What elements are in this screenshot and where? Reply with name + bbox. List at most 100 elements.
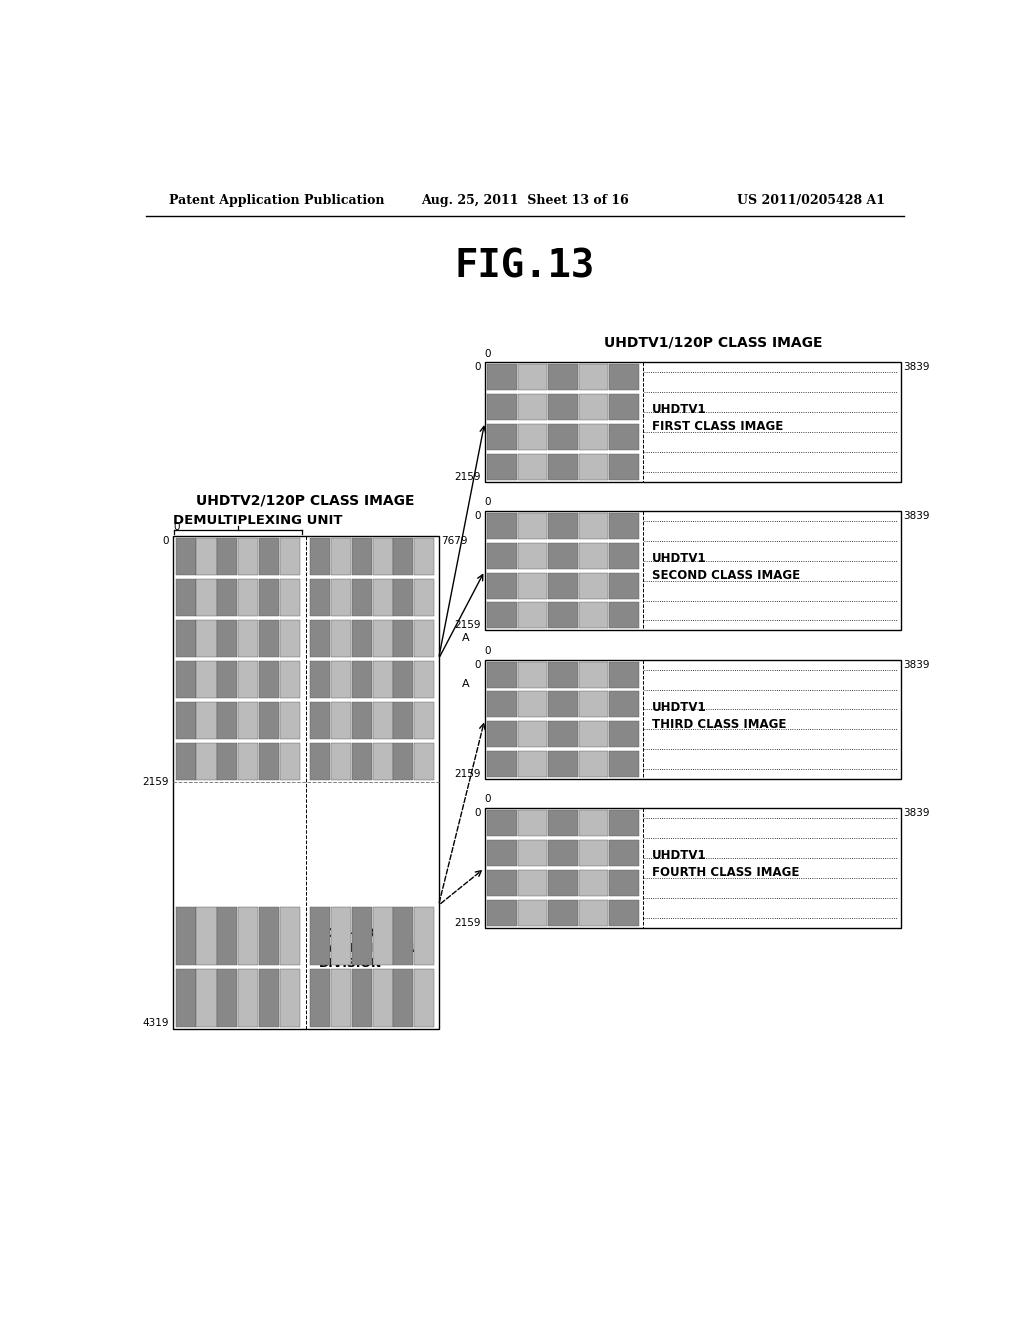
Bar bbox=[518, 395, 548, 420]
Bar bbox=[548, 721, 578, 747]
Text: 4319: 4319 bbox=[142, 1019, 169, 1028]
Text: 3839: 3839 bbox=[903, 808, 930, 818]
Bar bbox=[175, 619, 196, 657]
Bar bbox=[518, 364, 548, 391]
Bar bbox=[487, 573, 517, 599]
Bar bbox=[487, 840, 517, 866]
Bar bbox=[197, 907, 216, 965]
Bar bbox=[373, 969, 392, 1027]
Bar bbox=[310, 661, 330, 698]
Bar bbox=[197, 743, 216, 780]
Text: 2159: 2159 bbox=[455, 917, 481, 928]
Bar bbox=[579, 870, 608, 896]
Bar bbox=[351, 907, 372, 965]
Bar bbox=[280, 661, 300, 698]
Bar bbox=[487, 692, 517, 718]
Bar bbox=[393, 661, 414, 698]
Bar bbox=[609, 573, 639, 599]
Bar bbox=[310, 619, 330, 657]
Bar bbox=[393, 969, 414, 1027]
Bar bbox=[548, 840, 578, 866]
Bar bbox=[259, 702, 280, 739]
Bar bbox=[487, 602, 517, 628]
Bar bbox=[609, 513, 639, 539]
Bar bbox=[415, 537, 434, 574]
Bar bbox=[331, 969, 351, 1027]
Bar bbox=[217, 578, 238, 616]
Bar bbox=[609, 900, 639, 925]
Bar bbox=[609, 424, 639, 450]
Bar bbox=[197, 578, 216, 616]
Bar bbox=[415, 661, 434, 698]
Bar bbox=[331, 743, 351, 780]
Text: Aug. 25, 2011  Sheet 13 of 16: Aug. 25, 2011 Sheet 13 of 16 bbox=[421, 194, 629, 207]
Bar bbox=[280, 907, 300, 965]
Bar bbox=[487, 543, 517, 569]
Text: US 2011/0205428 A1: US 2011/0205428 A1 bbox=[737, 194, 885, 207]
Text: 0: 0 bbox=[173, 521, 179, 532]
Bar bbox=[217, 619, 238, 657]
Bar bbox=[579, 692, 608, 718]
Bar bbox=[259, 743, 280, 780]
Bar bbox=[415, 702, 434, 739]
Bar bbox=[351, 969, 372, 1027]
Bar bbox=[175, 578, 196, 616]
Bar bbox=[609, 661, 639, 688]
Bar bbox=[197, 619, 216, 657]
Bar bbox=[548, 602, 578, 628]
Text: 0: 0 bbox=[484, 645, 492, 656]
Text: A: A bbox=[462, 678, 469, 689]
Text: FIRST CLASS IMAGE: FIRST CLASS IMAGE bbox=[652, 421, 783, 433]
Bar bbox=[175, 907, 196, 965]
Bar bbox=[259, 907, 280, 965]
Text: 2159: 2159 bbox=[455, 770, 481, 779]
Bar bbox=[579, 810, 608, 836]
Bar bbox=[518, 692, 548, 718]
Bar bbox=[197, 702, 216, 739]
Bar bbox=[518, 810, 548, 836]
Bar bbox=[548, 870, 578, 896]
Bar bbox=[609, 395, 639, 420]
Bar bbox=[351, 702, 372, 739]
Bar bbox=[609, 870, 639, 896]
Bar bbox=[175, 702, 196, 739]
Bar bbox=[518, 661, 548, 688]
Bar bbox=[310, 702, 330, 739]
Bar bbox=[373, 537, 392, 574]
Bar bbox=[609, 454, 639, 480]
Bar bbox=[239, 619, 258, 657]
Bar bbox=[548, 364, 578, 391]
Bar bbox=[393, 619, 414, 657]
Text: FIG.13: FIG.13 bbox=[455, 247, 595, 285]
Text: 3839: 3839 bbox=[903, 511, 930, 521]
Bar bbox=[197, 537, 216, 574]
Bar bbox=[548, 424, 578, 450]
Bar bbox=[548, 661, 578, 688]
Bar bbox=[175, 537, 196, 574]
Text: 0: 0 bbox=[474, 660, 481, 669]
Text: A: A bbox=[462, 634, 469, 643]
Bar bbox=[518, 543, 548, 569]
Bar bbox=[239, 537, 258, 574]
Bar bbox=[310, 537, 330, 574]
Bar bbox=[609, 721, 639, 747]
Bar bbox=[548, 395, 578, 420]
Bar bbox=[217, 969, 238, 1027]
Text: UHDTV1: UHDTV1 bbox=[652, 701, 707, 714]
Bar bbox=[609, 364, 639, 391]
Bar bbox=[579, 751, 608, 777]
Bar bbox=[484, 511, 900, 631]
Bar bbox=[548, 810, 578, 836]
Bar bbox=[579, 543, 608, 569]
Bar bbox=[239, 907, 258, 965]
Bar bbox=[280, 743, 300, 780]
Bar bbox=[518, 602, 548, 628]
Bar bbox=[548, 900, 578, 925]
Bar bbox=[280, 969, 300, 1027]
Bar bbox=[331, 537, 351, 574]
Bar bbox=[487, 810, 517, 836]
Bar bbox=[310, 743, 330, 780]
Bar bbox=[487, 870, 517, 896]
Text: 0: 0 bbox=[484, 795, 492, 804]
Bar bbox=[487, 751, 517, 777]
